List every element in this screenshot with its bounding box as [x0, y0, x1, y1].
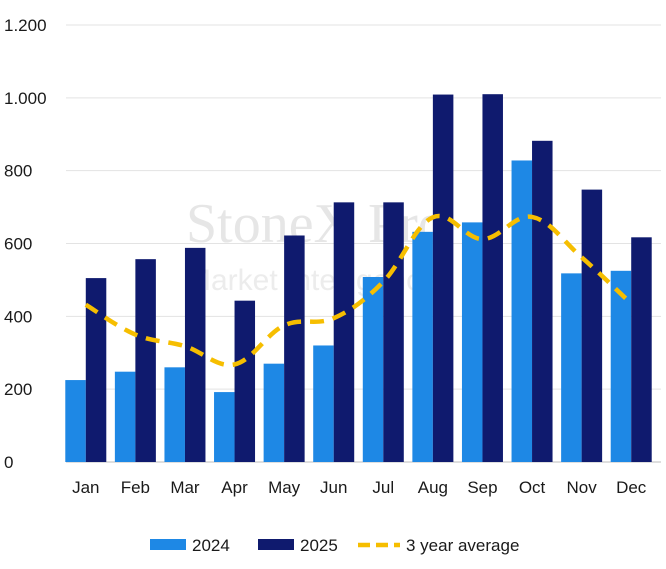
x-tick-label: Mar	[170, 478, 200, 497]
series-line-3-year-average	[84, 213, 633, 368]
bar-2024-Aug	[412, 231, 433, 462]
y-axis-ticks: 0 200 400 600 800 1.000 1.200	[4, 16, 47, 472]
legend-label: 2024	[192, 536, 230, 555]
y-tick-label: 600	[4, 235, 32, 254]
legend-label: 3 year average	[406, 536, 519, 555]
bar-2025-Feb	[135, 259, 156, 462]
x-tick-label: Sep	[467, 478, 497, 497]
bar-2025-Jun	[333, 202, 355, 462]
legend-label: 2025	[300, 536, 338, 555]
x-tick-label: Nov	[567, 478, 598, 497]
bar-2024-May	[263, 363, 285, 462]
x-axis-ticks: Jan Feb Mar Apr May Jun Jul Aug Sep Oct Nov Dec	[72, 478, 647, 497]
bar-2025-Nov	[581, 189, 603, 462]
x-tick-label: Jan	[72, 478, 99, 497]
bar-2025-Aug	[432, 94, 454, 462]
bar-2024-Apr	[214, 392, 235, 462]
y-tick-label: 1.000	[4, 89, 47, 108]
bar-2024-Nov	[561, 273, 582, 462]
x-tick-label: Aug	[418, 478, 448, 497]
y-tick-label: 400	[4, 307, 32, 326]
bar-2025-Sep	[482, 94, 503, 463]
x-tick-label: Jun	[320, 478, 347, 497]
y-tick-label: 0	[4, 453, 13, 472]
x-tick-label: May	[268, 478, 301, 497]
x-tick-label: Dec	[616, 478, 647, 497]
y-tick-label: 1.200	[4, 16, 47, 35]
legend: 2024 2025 3 year average	[150, 536, 519, 555]
x-tick-label: Jul	[372, 478, 394, 497]
legend-swatch-2025	[258, 539, 294, 550]
bar-2024-Dec	[610, 270, 632, 462]
bar-2025-Oct	[532, 140, 553, 462]
x-tick-label: Apr	[221, 478, 248, 497]
bar-2024-Mar	[164, 367, 185, 462]
bar-2025-Apr	[234, 300, 256, 462]
bar-2025-Jan	[85, 278, 107, 462]
bar-2025-May	[284, 235, 305, 462]
bars	[65, 94, 652, 463]
bar-2024-Sep	[461, 222, 483, 462]
bar-2024-Jan	[65, 380, 86, 462]
bar-2024-Oct	[511, 160, 533, 462]
bar-2024-Jul	[362, 277, 384, 462]
bar-2025-Dec	[631, 237, 652, 462]
bar-2024-Feb	[114, 371, 136, 462]
bar-2025-Mar	[184, 247, 206, 462]
x-tick-label: Oct	[519, 478, 546, 497]
average-line	[84, 213, 633, 368]
watermark-line-1: StoneX Pro	[186, 193, 446, 255]
watermark: StoneX Pro Market Intelligence	[186, 193, 446, 297]
bar-2025-Jul	[383, 202, 404, 462]
legend-swatch-2024	[150, 539, 186, 550]
x-tick-label: Feb	[121, 478, 150, 497]
y-tick-label: 200	[4, 380, 32, 399]
bar-2024-Jun	[313, 345, 334, 462]
y-tick-label: 800	[4, 162, 32, 181]
